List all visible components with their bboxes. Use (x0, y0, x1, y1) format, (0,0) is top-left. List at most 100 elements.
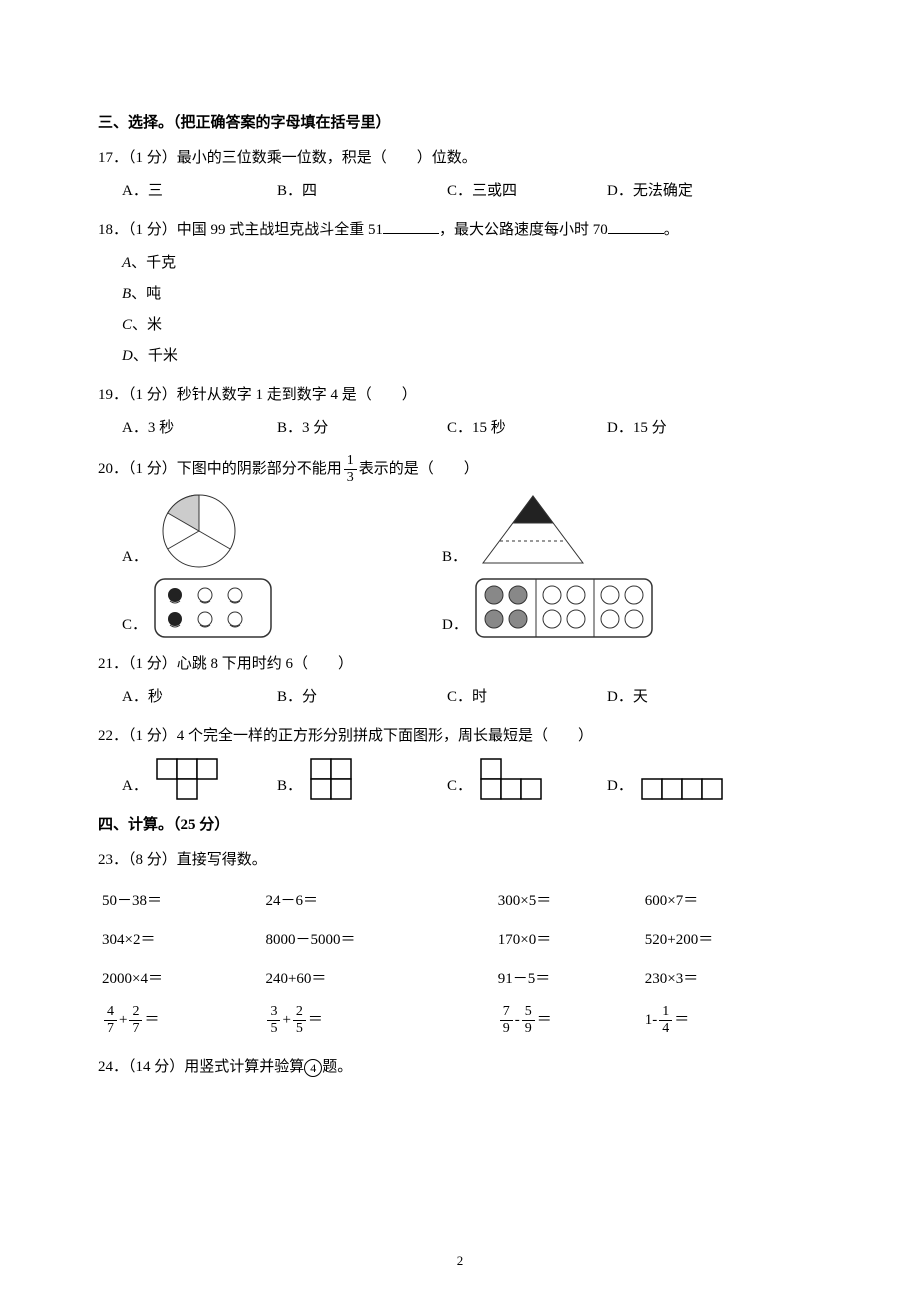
frac-op: + (282, 1012, 290, 1028)
q22-text: 22．（1 分）4 个完全一样的正方形分别拼成下面图形，周长最短是（ ） (98, 723, 822, 750)
frac-num: 3 (267, 1005, 280, 1021)
q17-options: A．三 B．四 C．三或四 D．无法确定 (98, 178, 822, 205)
q18-opt-c-text: 、米 (132, 317, 162, 333)
q21-text: 21．（1 分）心跳 8 下用时约 6（ ） (98, 651, 822, 678)
frac-den: 9 (500, 1021, 513, 1036)
q20-circle-diagram-icon (154, 491, 244, 571)
q21-opt-d: D．天 (607, 684, 747, 711)
calc-cell: 91－5＝ (494, 960, 641, 999)
calc-cell: 300×5＝ (494, 882, 641, 921)
frac-num: 7 (500, 1005, 513, 1021)
calc-cell: 50－38＝ (98, 882, 261, 921)
frac-den: 4 (659, 1021, 672, 1036)
q20-row2: C． D． (98, 577, 822, 639)
q20-opt-d-label: D． (442, 612, 468, 639)
section-4-header: 四、计算。（25 分） (98, 812, 822, 839)
q17-text: 17．（1 分）最小的三位数乘一位数，积是（ ）位数。 (98, 145, 822, 172)
q18-blank-1 (383, 218, 439, 234)
frac-num: 4 (104, 1005, 117, 1021)
q20-opt-a-label: A． (122, 544, 148, 571)
frac-den: 7 (104, 1021, 117, 1036)
question-20: 20．（1 分）下图中的阴影部分不能用13表示的是（ ） A． B． (98, 454, 822, 639)
q18-opt-b: B、吨 (98, 281, 822, 308)
frac-num: 1 (659, 1005, 672, 1021)
table-row: 304×2＝ 8000－5000＝ 170×0＝ 520+200＝ (98, 921, 822, 960)
frac-op: - (515, 1012, 520, 1028)
q19-opt-c: C．15 秒 (447, 415, 607, 442)
q21-options: A．秒 B．分 C．时 D．天 (98, 684, 822, 711)
q22-shape-a-icon (154, 756, 224, 800)
q24-pre: 24．（14 分）用竖式计算并验算 (98, 1059, 304, 1075)
q22-opt-d-label: D． (607, 773, 633, 800)
q20-opt-b-label: B． (442, 544, 467, 571)
question-19: 19．（1 分）秒针从数字 1 走到数字 4 是（ ） A．3 秒 B．3 分 … (98, 382, 822, 442)
q17-opt-b: B．四 (277, 178, 447, 205)
q18-opt-d: D、千米 (98, 343, 822, 370)
q21-opt-a: A．秒 (122, 684, 277, 711)
calc-cell: 170×0＝ (494, 921, 641, 960)
q21-opt-b: B．分 (277, 684, 447, 711)
q20-post: 表示的是（ ） (359, 461, 479, 477)
q19-opt-a: A．3 秒 (122, 415, 277, 442)
q20-frac-den: 3 (344, 470, 357, 485)
table-row: 2000×4＝ 240+60＝ 91－5＝ 230×3＝ (98, 960, 822, 999)
q18-opt-a-text: 、千克 (131, 255, 176, 271)
frac-num: 2 (129, 1005, 142, 1021)
q22-opt-c-label: C． (447, 773, 472, 800)
page-number: 2 (0, 1249, 920, 1272)
q20-circles-diagram-icon (474, 577, 654, 639)
frac-op: + (119, 1012, 127, 1028)
calc-cell-frac: 35+25＝ (261, 999, 493, 1042)
q17-opt-d: D．无法确定 (607, 178, 747, 205)
q17-opt-c: C．三或四 (447, 178, 607, 205)
frac-den: 9 (522, 1021, 535, 1036)
calc-cell: 240+60＝ (261, 960, 493, 999)
calc-cell-frac: 79-59＝ (494, 999, 641, 1042)
q18-mid: ，最大公路速度每小时 70 (439, 222, 608, 238)
q18-blank-2 (608, 218, 664, 234)
q18-opt-b-text: 、吨 (131, 286, 161, 302)
question-22: 22．（1 分）4 个完全一样的正方形分别拼成下面图形，周长最短是（ ） A． … (98, 723, 822, 800)
q20-frac-num: 1 (344, 454, 357, 470)
q20-bells-diagram-icon (153, 577, 273, 639)
q24-circled-number: 4 (304, 1059, 322, 1077)
q20-text: 20．（1 分）下图中的阴影部分不能用13表示的是（ ） (98, 454, 822, 485)
q19-text: 19．（1 分）秒针从数字 1 走到数字 4 是（ ） (98, 382, 822, 409)
q22-shape-d-icon (639, 776, 729, 800)
q23-table: 50－38＝ 24－6＝ 300×5＝ 600×7＝ 304×2＝ 8000－5… (98, 882, 822, 1042)
q22-shape-b-icon (308, 756, 358, 800)
calc-cell-frac: 1-14＝ (641, 999, 822, 1042)
q20-triangle-diagram-icon (473, 491, 593, 571)
table-row: 50－38＝ 24－6＝ 300×5＝ 600×7＝ (98, 882, 822, 921)
question-21: 21．（1 分）心跳 8 下用时约 6（ ） A．秒 B．分 C．时 D．天 (98, 651, 822, 711)
q19-opt-d: D．15 分 (607, 415, 747, 442)
calc-cell: 24－6＝ (261, 882, 493, 921)
frac-num: 5 (522, 1005, 535, 1021)
q24-post: 题。 (322, 1059, 352, 1075)
q21-opt-c: C．时 (447, 684, 607, 711)
q18-text: 18．（1 分）中国 99 式主战坦克战斗全重 51，最大公路速度每小时 70。 (98, 217, 822, 244)
calc-cell: 8000－5000＝ (261, 921, 493, 960)
q20-opt-c-label: C． (122, 612, 147, 639)
q23-text: 23．（8 分）直接写得数。 (98, 847, 822, 874)
q19-options: A．3 秒 B．3 分 C．15 秒 D．15 分 (98, 415, 822, 442)
question-24: 24．（14 分）用竖式计算并验算4题。 (98, 1054, 822, 1081)
calc-cell: 600×7＝ (641, 882, 822, 921)
q22-options: A． B． C． (98, 756, 822, 800)
q18-opt-c: C、米 (98, 312, 822, 339)
q22-opt-b-label: B． (277, 773, 302, 800)
frac-num: 2 (293, 1005, 306, 1021)
question-17: 17．（1 分）最小的三位数乘一位数，积是（ ）位数。 A．三 B．四 C．三或… (98, 145, 822, 205)
q18-post: 。 (664, 222, 679, 238)
frac-den: 7 (129, 1021, 142, 1036)
q20-fraction: 13 (344, 454, 357, 485)
q18-opt-d-text: 、千米 (133, 348, 178, 364)
calc-cell-frac: 47+27＝ (98, 999, 261, 1042)
page-container: 三、选择。（把正确答案的字母填在括号里） 17．（1 分）最小的三位数乘一位数，… (0, 0, 920, 1302)
frac-den: 5 (293, 1021, 306, 1036)
q19-opt-b: B．3 分 (277, 415, 447, 442)
calc-cell: 304×2＝ (98, 921, 261, 960)
q20-pre: 20．（1 分）下图中的阴影部分不能用 (98, 461, 342, 477)
frac-den: 5 (267, 1021, 280, 1036)
q22-opt-a-label: A． (122, 773, 148, 800)
